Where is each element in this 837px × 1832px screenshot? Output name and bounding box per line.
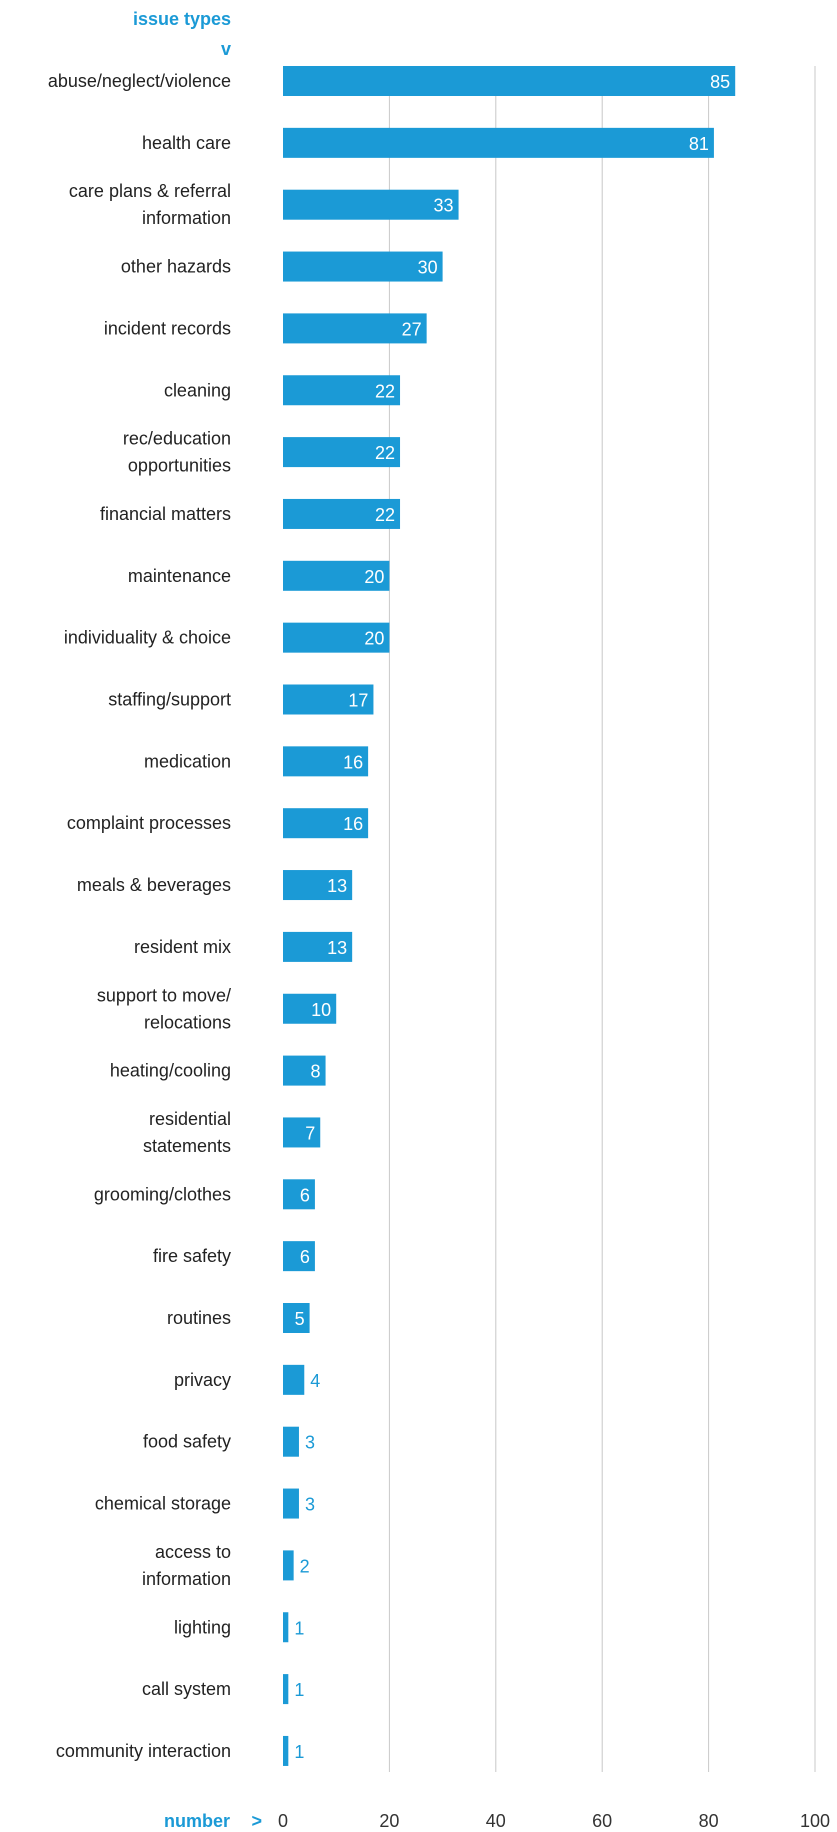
bar: [283, 1303, 310, 1333]
data-label: 2: [300, 1556, 310, 1576]
category-label: food safety: [143, 1432, 231, 1452]
y-axis-marker: v: [221, 39, 231, 59]
bar: [283, 931, 353, 962]
bar: [283, 560, 390, 591]
x-axis-ticks: 0 20 40 60 80 100: [278, 1811, 830, 1831]
category-label: health care: [142, 133, 231, 153]
data-label: 22: [375, 381, 395, 401]
data-label: 1: [294, 1680, 304, 1700]
data-label: 85: [710, 72, 730, 92]
data-label: 13: [327, 938, 347, 958]
bar: [283, 1735, 289, 1766]
category-label: heating/cooling: [110, 1061, 231, 1081]
bar: [283, 375, 401, 406]
bars: 8581333027222222202017161613131087665433…: [283, 66, 736, 1766]
x-axis-marker: >: [251, 1811, 262, 1831]
data-label: 3: [305, 1495, 315, 1515]
x-tick-label: 0: [278, 1811, 288, 1831]
category-label: privacy: [174, 1370, 231, 1390]
data-label: 13: [327, 876, 347, 896]
y-axis-title: issue types: [133, 9, 231, 29]
category-label: complaint processes: [67, 813, 231, 833]
category-label: fire safety: [153, 1246, 231, 1266]
bar: [283, 1179, 315, 1210]
bar: [283, 684, 374, 715]
category-label: call system: [142, 1679, 231, 1699]
category-labels: abuse/neglect/violence health care care pl…: [48, 71, 231, 1761]
x-tick-label: 100: [800, 1811, 830, 1831]
bar: [283, 1241, 315, 1272]
bar: [283, 189, 459, 220]
bar: [283, 1426, 299, 1457]
category-label: resident mix: [134, 937, 231, 957]
bar: [283, 437, 401, 468]
data-label: 6: [300, 1247, 310, 1267]
data-label: 17: [348, 691, 368, 711]
bar: [283, 66, 736, 96]
bar: [283, 127, 714, 158]
bar: [283, 746, 369, 777]
category-label: routines: [167, 1308, 231, 1328]
bar: [283, 1612, 289, 1643]
x-tick-label: 40: [486, 1811, 506, 1831]
data-label: 7: [305, 1123, 315, 1143]
bar: [283, 993, 337, 1024]
data-label: 22: [375, 443, 395, 463]
bar: [283, 498, 401, 529]
data-label: 5: [295, 1309, 305, 1329]
category-label: abuse/neglect/violence: [48, 71, 231, 91]
data-label: 33: [434, 196, 454, 216]
category-label: rec/education opportunities: [123, 429, 231, 476]
category-label: incident records: [104, 318, 231, 338]
category-label: medication: [144, 751, 231, 771]
data-label: 22: [375, 505, 395, 525]
category-label: financial matters: [100, 504, 231, 524]
grid-lines: [388, 66, 816, 1772]
bar: [283, 251, 443, 282]
data-label: 27: [402, 319, 422, 339]
category-label: other hazards: [121, 257, 231, 277]
data-label: 8: [311, 1062, 321, 1082]
x-tick-label: 60: [592, 1811, 612, 1831]
x-tick-label: 20: [379, 1811, 399, 1831]
data-label: 10: [311, 1000, 331, 1020]
bar: [283, 1550, 294, 1581]
data-label: 1: [294, 1742, 304, 1762]
bar: [283, 1674, 289, 1705]
category-label: cleaning: [164, 380, 231, 400]
bar: [283, 808, 369, 839]
category-label: chemical storage: [95, 1494, 231, 1514]
data-label: 1: [294, 1618, 304, 1638]
category-label: lighting: [174, 1617, 231, 1637]
bar: [283, 1488, 299, 1519]
data-label: 30: [418, 258, 438, 278]
x-axis-title: number: [164, 1811, 230, 1831]
bar: [283, 1364, 305, 1395]
data-label: 16: [343, 752, 363, 772]
category-label: access to information: [142, 1542, 231, 1589]
bar: [283, 1055, 326, 1086]
category-label: staffing/support: [108, 690, 231, 710]
data-label: 3: [305, 1433, 315, 1453]
category-label: support to move/relocations: [97, 985, 231, 1032]
bar: [283, 1117, 321, 1148]
data-label: 4: [310, 1371, 320, 1391]
category-label: community interaction: [56, 1741, 231, 1761]
category-label: meals & beverages: [77, 875, 231, 895]
category-label: care plans & referral information: [69, 181, 231, 228]
category-label: maintenance: [128, 566, 231, 586]
data-label: 20: [364, 629, 384, 649]
x-tick-label: 80: [699, 1811, 719, 1831]
data-label: 81: [689, 134, 709, 154]
category-label: grooming/clothes: [94, 1184, 231, 1204]
bar: [283, 313, 427, 344]
data-label: 20: [364, 567, 384, 587]
category-label: residential statements: [143, 1109, 231, 1156]
category-label: individuality & choice: [64, 628, 231, 648]
data-label: 6: [300, 1185, 310, 1205]
bar: [283, 622, 390, 653]
data-label: 16: [343, 814, 363, 834]
bar: [283, 870, 353, 901]
